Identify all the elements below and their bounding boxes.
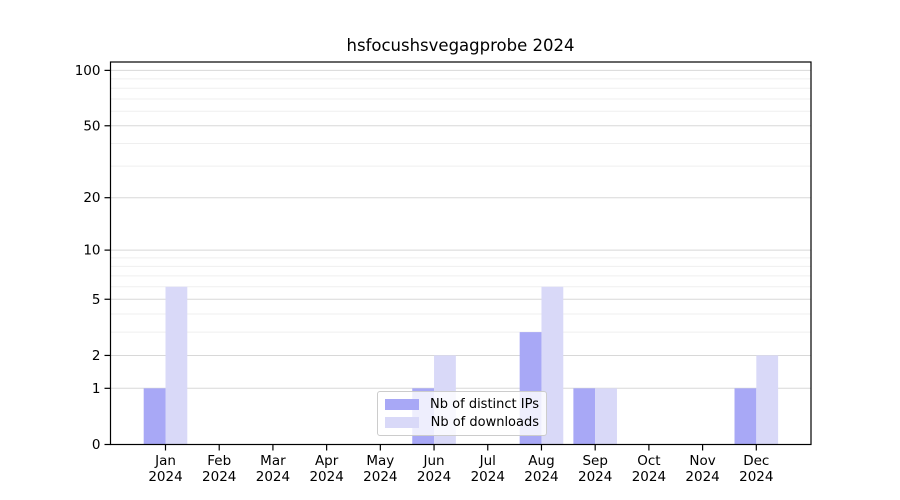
legend-label-distinct-ips: Nb of distinct IPs: [430, 397, 539, 412]
x-tick-label: Mar 2024: [256, 453, 290, 485]
bar-distinct-ips-jan: [143, 388, 166, 445]
y-tick-label: 10: [83, 243, 100, 259]
x-tick-label: Jul 2024: [471, 453, 505, 485]
chart-title: hsfocushsvegagprobe 2024: [346, 36, 575, 55]
y-tick-label: 1: [92, 381, 101, 397]
legend: Nb of distinct IPs Nb of downloads: [377, 391, 547, 436]
x-tick-label: Sep 2024: [578, 453, 612, 485]
legend-item-downloads: Nb of downloads: [385, 415, 539, 430]
x-tick-label: Nov 2024: [685, 453, 719, 485]
bar-downloads-dec: [756, 355, 779, 445]
y-tick-label: 5: [92, 292, 101, 308]
y-tick-label: 50: [83, 118, 100, 134]
y-tick-label: 100: [75, 63, 101, 79]
x-tick-label: Feb 2024: [202, 453, 236, 485]
bar-distinct-ips-dec: [734, 388, 757, 445]
legend-swatch-downloads: [385, 417, 419, 428]
y-tick-label: 20: [83, 190, 100, 206]
bar-downloads-jan: [165, 286, 188, 445]
y-tick-label: 0: [92, 437, 101, 453]
bar-downloads-sep: [595, 388, 617, 445]
x-tick-label: Dec 2024: [739, 453, 773, 485]
x-tick-label: Oct 2024: [632, 453, 666, 485]
x-tick-label: Aug 2024: [524, 453, 558, 485]
legend-swatch-distinct-ips: [385, 399, 419, 410]
x-tick-label: Jun 2024: [417, 453, 451, 485]
x-tick-label: Apr 2024: [309, 453, 343, 485]
bar-distinct-ips-sep: [573, 388, 596, 445]
legend-item-distinct-ips: Nb of distinct IPs: [385, 397, 539, 412]
x-tick-label: May 2024: [363, 453, 397, 485]
y-tick-label: 2: [92, 348, 101, 364]
legend-label-downloads: Nb of downloads: [430, 415, 539, 430]
plot-frame: [109, 61, 812, 446]
x-tick-label: Jan 2024: [148, 453, 182, 485]
